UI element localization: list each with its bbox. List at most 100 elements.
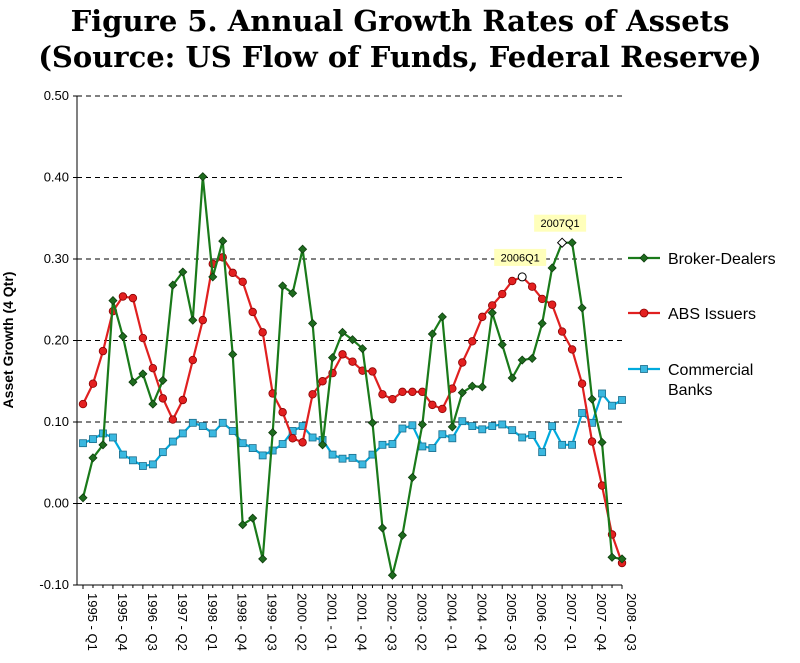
- data-point: [438, 430, 447, 439]
- data-point: [148, 460, 157, 469]
- data-point: [158, 394, 168, 403]
- data-point: [558, 440, 567, 449]
- legend: Broker-Dealers ABS Issuers Commercial Banks: [628, 251, 776, 399]
- data-point: [278, 408, 287, 417]
- legend-marker: [639, 308, 649, 318]
- data-point: [497, 340, 507, 350]
- data-point: [587, 437, 597, 446]
- series-broker-dealers: [78, 172, 627, 580]
- data-point: [89, 435, 97, 444]
- x-tick-label: 1998 - Q4: [235, 593, 250, 651]
- x-tick-label: 2005 - Q3: [504, 593, 519, 651]
- x-tick-label: 1999 - Q3: [265, 593, 280, 651]
- data-point: [498, 289, 507, 299]
- data-point: [158, 448, 167, 457]
- data-point: [598, 389, 606, 398]
- legend-label: Broker-Dealers: [668, 251, 776, 268]
- data-point: [327, 353, 338, 363]
- data-point: [258, 554, 268, 564]
- data-point: [308, 433, 317, 442]
- data-point: [347, 335, 358, 345]
- data-point: [438, 404, 447, 414]
- data-point: [527, 282, 537, 291]
- data-point: [278, 440, 287, 448]
- data-point: [228, 268, 237, 278]
- data-point: [547, 263, 557, 273]
- data-point: [208, 272, 218, 282]
- y-tick-label: 0.40: [44, 170, 69, 185]
- data-point: [88, 453, 98, 463]
- data-point: [388, 440, 397, 448]
- chart-title-line-1: Figure 5. Annual Growth Rates of Assets: [70, 4, 730, 38]
- legend-marker: [640, 365, 648, 373]
- data-point: [238, 439, 247, 448]
- data-point: [78, 399, 88, 409]
- data-point: [288, 434, 297, 443]
- data-point: [98, 440, 108, 450]
- data-point: [78, 493, 88, 503]
- data-point: [408, 387, 417, 397]
- x-tick-label: 2008 - Q3: [624, 593, 639, 651]
- data-point: [268, 428, 278, 438]
- data-point: [118, 292, 128, 301]
- data-point: [528, 431, 537, 439]
- data-point: [518, 433, 527, 442]
- legend-item: Commercial Banks: [628, 362, 753, 399]
- data-point: [138, 369, 148, 379]
- data-point: [337, 327, 348, 337]
- data-point: [108, 295, 118, 306]
- data-point: [298, 244, 308, 254]
- data-point: [457, 388, 467, 398]
- data-point: [618, 396, 626, 404]
- data-point: [547, 300, 557, 309]
- highlight-point: [517, 272, 527, 282]
- x-tick-label: 1996 - Q3: [145, 593, 160, 651]
- x-tick-label: 1995 - Q1: [85, 593, 100, 651]
- data-point: [168, 415, 178, 424]
- data-point: [478, 312, 487, 322]
- data-point: [567, 345, 577, 354]
- x-tick-label: 2007 - Q1: [564, 593, 579, 651]
- data-point: [128, 377, 138, 387]
- callout-box: [494, 248, 547, 266]
- data-point: [488, 301, 497, 310]
- data-point: [148, 399, 158, 409]
- data-point: [79, 439, 87, 448]
- data-point: [387, 570, 397, 580]
- y-tick-label: 0.10: [44, 414, 69, 429]
- data-point: [487, 308, 497, 318]
- data-point: [178, 267, 188, 277]
- data-point: [348, 453, 357, 462]
- data-point: [378, 440, 387, 449]
- x-tick-label: 2000 - Q2: [295, 593, 310, 651]
- x-tick-label: 2006 - Q2: [534, 593, 549, 651]
- data-point: [308, 318, 318, 328]
- data-point: [258, 451, 267, 460]
- data-point: [458, 358, 467, 367]
- data-point: [577, 303, 587, 313]
- data-point: [508, 426, 517, 435]
- data-point: [248, 444, 257, 452]
- data-point: [317, 440, 328, 450]
- chart-title-line-2: (Source: US Flow of Funds, Federal Reser…: [38, 40, 762, 74]
- series-abs-issuers: [78, 253, 627, 568]
- data-point: [88, 379, 98, 388]
- data-point: [398, 387, 407, 397]
- data-point: [228, 349, 238, 359]
- data-point: [597, 437, 607, 447]
- x-tick-label: 1997 - Q2: [175, 593, 190, 651]
- data-point: [458, 417, 467, 426]
- data-point: [138, 333, 148, 343]
- data-point: [578, 409, 586, 417]
- data-point: [538, 448, 547, 457]
- legend-label: ABS Issuers: [668, 306, 756, 323]
- data-point: [228, 427, 237, 435]
- callout-label: 2006Q1: [501, 252, 540, 264]
- callouts: 2006Q1 2007Q1: [494, 214, 587, 282]
- data-point: [218, 418, 227, 427]
- data-point: [557, 327, 567, 336]
- data-point: [468, 422, 477, 430]
- x-tick-label: 2002 - Q3: [384, 593, 399, 651]
- data-point: [118, 331, 128, 341]
